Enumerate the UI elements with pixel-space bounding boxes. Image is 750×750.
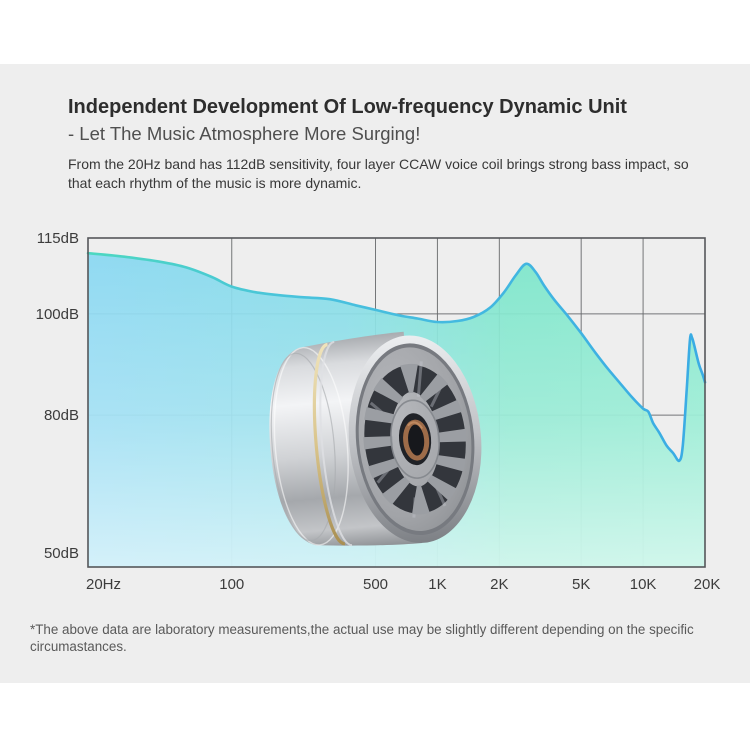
x-tick-label: 100 [219, 576, 244, 593]
y-axis-labels: 115dB 100dB 80dB 50dB [36, 230, 79, 562]
frequency-response-line [86, 251, 707, 463]
description-text: From the 20Hz band has 112dB sensitivity… [68, 155, 708, 192]
x-tick-label: 2K [490, 576, 508, 593]
driver-face [348, 335, 482, 543]
x-tick-label: 1K [428, 576, 446, 593]
description-line2: that each rhythm of the music is more dy… [68, 174, 362, 191]
x-axis-labels: 20Hz 100 500 1K 2K 5K 10K 20K [86, 576, 720, 593]
page-title: Independent Development Of Low-frequency… [68, 96, 627, 118]
chart-border [87, 237, 706, 568]
x-tick-label: 20K [694, 576, 721, 593]
y-tick-label: 100dB [36, 306, 79, 323]
description-line1: From the 20Hz band has 112dB sensitivity… [68, 156, 689, 172]
x-tick-label: 5K [572, 576, 590, 593]
header-block: Independent Development Of Low-frequency… [68, 95, 708, 192]
x-tick-label: 500 [363, 576, 388, 593]
x-tick-label: 10K [630, 576, 657, 593]
x-tick-label: 20Hz [86, 576, 121, 593]
y-tick-label: 115dB [37, 230, 79, 247]
y-tick-label: 80dB [44, 407, 79, 424]
disclaimer-note: *The above data are laboratory measureme… [30, 622, 694, 654]
dynamic-driver-image [269, 331, 482, 547]
page-subtitle: - Let The Music Atmosphere More Surging! [68, 123, 421, 144]
y-tick-label: 50dB [44, 545, 79, 562]
